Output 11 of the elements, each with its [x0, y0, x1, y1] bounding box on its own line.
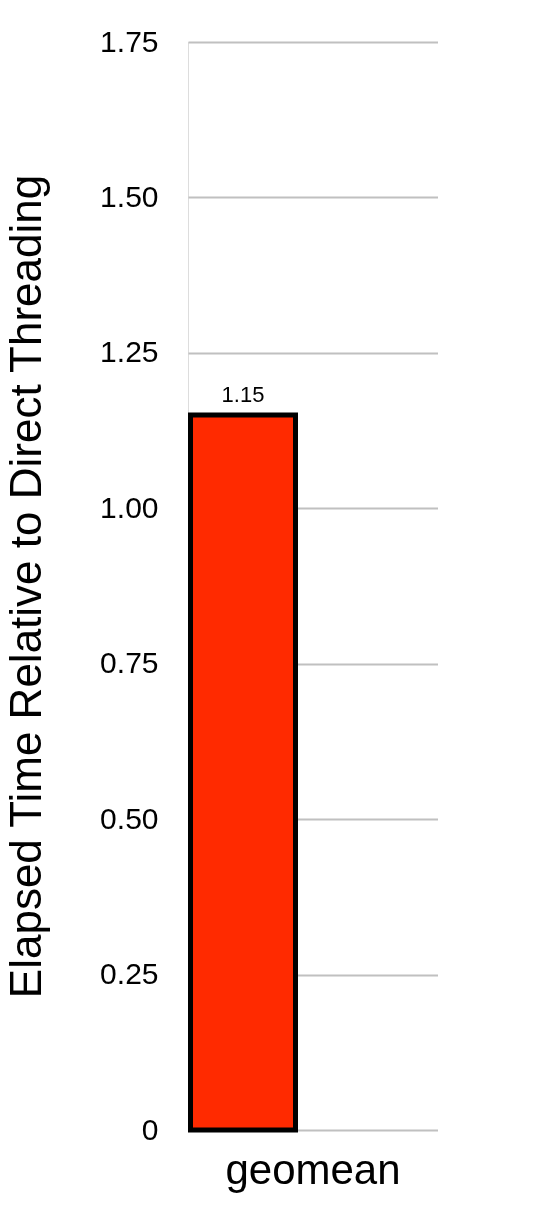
y-tick-label: 1.50 [100, 179, 159, 213]
y-tick-label: 1.00 [100, 490, 159, 524]
y-tick-label: 0.50 [100, 801, 159, 835]
y-tick-label: 0.25 [100, 957, 159, 991]
y-tick-label: 1.25 [100, 335, 159, 369]
y-tick-label: 0.75 [100, 646, 159, 680]
y-tick-label: 0 [141, 1112, 159, 1146]
y-tick-label: 1.75 [100, 24, 159, 58]
y-axis-title: Elapsed Time Relative to Direct Threading [1, 174, 51, 999]
data-label: 1.15 [221, 382, 265, 408]
x-tick-label: geomean [225, 1145, 401, 1193]
